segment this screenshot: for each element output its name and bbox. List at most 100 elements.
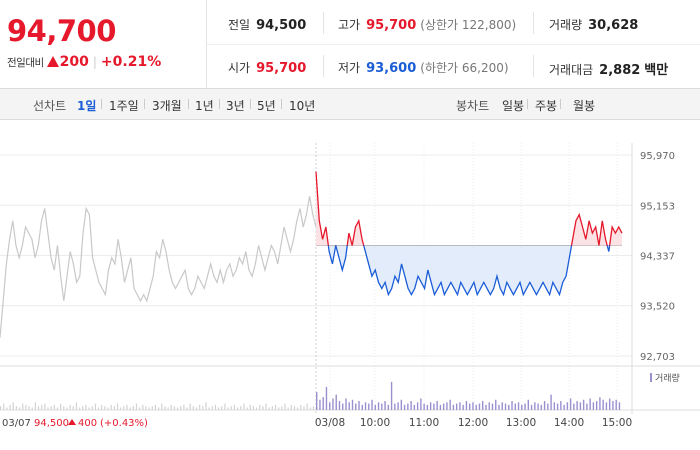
today-volume-bar [335,394,337,410]
today-volume-bar [439,404,442,410]
prev-volume-bar [3,403,5,410]
today-volume-bar [547,403,549,410]
today-volume-bar [426,404,429,410]
stats-divider [323,55,324,77]
chart-period-tabs: 선차트 1일 1주일 3개월 1년 3년 5년 10년 봉차트 일봉 주봉 월봉 [0,89,700,120]
change-separator: | [92,55,97,69]
stats-divider [533,12,534,34]
today-volume-bar [423,403,425,410]
today-volume-bar [410,401,412,410]
prev-volume-bar [161,403,163,410]
today-volume-bar [612,401,614,410]
x-tick-label: 03/08 [315,417,345,429]
prev-volume-bar [37,406,40,410]
prev-volume-bar [25,404,27,410]
today-volume-bar [325,386,328,410]
today-series-line-down [327,245,611,297]
today-volume-bar [534,402,536,410]
today-volume-bar [527,399,529,410]
stat-amount: 거래대금 2,882 백만 [549,59,668,78]
today-volume-bar [452,404,455,410]
today-area-down [316,245,622,295]
tab-daily-candle[interactable]: 일봉 [502,99,525,113]
change-percent: +0.21% [100,54,162,70]
prev-volume-bar [309,407,311,410]
today-volume-bar [508,404,510,410]
tab-1day[interactable]: 1일 [77,99,97,113]
prev-volume-bar [91,406,93,410]
stat-label: 고가 [338,18,361,32]
today-volume-bar [462,404,464,410]
today-volume-bar [319,399,321,410]
prev-volume-bar [199,404,201,410]
today-volume-bar [348,402,350,410]
tab-1year[interactable]: 1년 [195,99,214,113]
today-volume-bar [377,402,380,410]
today-volume-bar [374,404,376,410]
tab-1week[interactable]: 1주일 [109,99,139,113]
today-volume-bar [429,402,432,410]
prev-volume-bar [224,403,226,410]
prev-volume-bar [303,406,305,410]
today-volume-bar [469,403,471,410]
prev-day-change-pct: (+0.43%) [100,418,148,429]
prev-volume-bar [211,406,213,410]
prev-volume-bar [306,403,308,410]
prev-volume-bar [44,403,46,410]
prev-volume-bar [145,406,147,410]
tab-separator [101,99,102,109]
prev-volume-bar [183,404,185,410]
today-volume-bar [478,403,481,410]
today-volume-bar [329,402,331,410]
tab-3year[interactable]: 3년 [226,99,245,113]
prev-volume-bar [208,407,210,410]
tab-3month[interactable]: 3개월 [152,99,182,113]
prev-volume-bar [293,406,296,410]
today-volume-bar [524,403,526,410]
stats-divider [323,12,324,34]
tab-10year[interactable]: 10년 [289,99,316,113]
prev-volume-bar [192,406,194,410]
prev-volume-bar [28,406,30,410]
upper-limit: (상한가 122,800) [420,18,517,32]
volume-legend-swatch [650,373,652,382]
stat-value: 95,700 [256,61,307,76]
prev-volume-bar [158,407,160,410]
today-volume-bar [449,399,451,410]
today-area-up [316,171,622,246]
y-tick-label: 92,703 [640,352,675,363]
tab-5year[interactable]: 5년 [257,99,276,113]
stats-divider [533,55,534,77]
tab-weekly-candle[interactable]: 주봉 [535,99,558,113]
candle-chart-label: 봉차트 [456,99,490,113]
today-volume-bar [553,402,556,410]
lower-limit: (하한가 66,200) [420,61,509,75]
today-volume-bar [501,402,503,410]
today-volume-bar [403,404,406,410]
prev-volume-bar [290,404,292,410]
prev-volume-bar [281,406,283,410]
stat-label: 거래량 [549,18,583,32]
stat-value: 2,882 [599,63,641,78]
prev-volume-bar [265,403,267,410]
today-volume-bar [416,402,419,410]
prev-volume-bar [262,406,264,410]
prev-volume-bar [202,406,204,410]
tab-monthly-candle[interactable]: 월봉 [573,99,596,113]
prev-volume-bar [274,404,277,410]
prev-volume-bar [107,407,109,410]
prev-volume-bar [79,407,81,410]
prev-day-close: 94,500 [34,418,69,429]
today-volume-bar [560,401,562,410]
today-volume-bar [364,402,367,410]
today-volume-bar [433,403,435,410]
today-volume-bar [595,401,598,410]
today-volume-bar [504,403,507,410]
today-volume-bar [514,403,516,410]
prev-day-up-triangle-icon [68,419,76,425]
prev-day-date: 03/07 [2,418,31,429]
tab-separator [144,99,145,109]
today-volume-bar [608,398,611,410]
today-volume-bar [592,402,595,410]
prev-volume-bar [173,406,175,410]
